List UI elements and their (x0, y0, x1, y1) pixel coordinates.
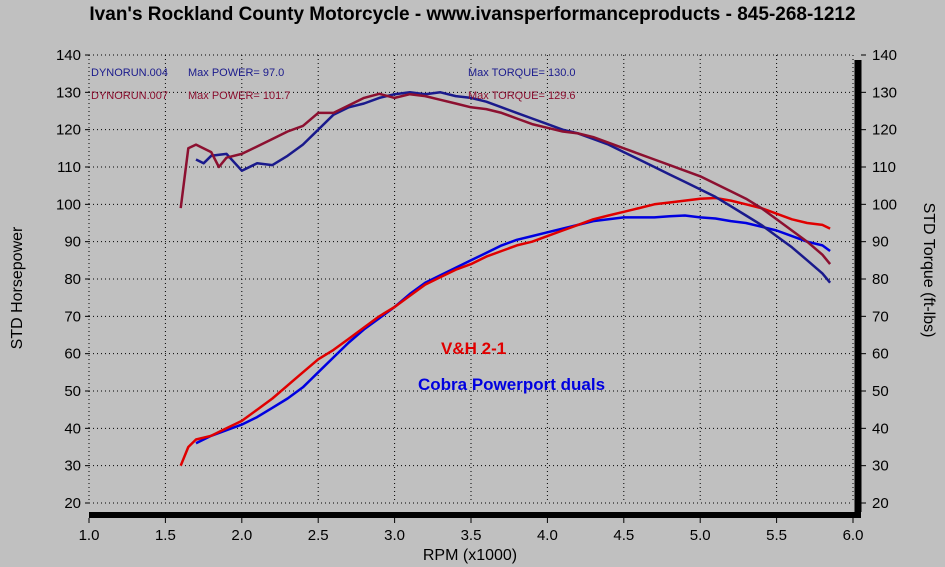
legend-run2-power: Max POWER= 101.7 (188, 90, 290, 102)
annotation-vh: V&H 2-1 (441, 339, 506, 358)
series-line-1 (195, 214, 831, 445)
y-tick-label-right: 30 (872, 458, 889, 475)
x-tick-label: 5.5 (766, 527, 787, 544)
y-tick-label-left: 120 (56, 122, 81, 139)
y-tick-label-right: 80 (872, 271, 889, 288)
y-tick-label-left: 140 (56, 47, 81, 64)
x-tick-label: 1.0 (79, 527, 100, 544)
legend-run2-name: DYNORUN.007 (91, 90, 168, 102)
y-tick-label-left: 20 (64, 495, 81, 512)
y-tick-label-left: 80 (64, 271, 81, 288)
x-tick-label: 3.5 (461, 527, 482, 544)
y-axis-label-left: STD Horsepower (9, 226, 26, 349)
x-tick-label: 3.0 (384, 527, 405, 544)
y-tick-label-left: 60 (64, 346, 81, 363)
legend-run2-torque: Max TORQUE= 129.6 (468, 90, 576, 102)
y-tick-label-left: 90 (64, 234, 81, 251)
x-tick-label: 5.0 (690, 527, 711, 544)
legend-run1-torque: Max TORQUE= 130.0 (468, 67, 576, 79)
series-line-3 (195, 91, 832, 284)
legend-run1-power: Max POWER= 97.0 (188, 67, 284, 79)
x-tick-label: 4.5 (613, 527, 634, 544)
annotation-cobra: Cobra Powerport duals (418, 375, 605, 394)
x-axis-label: RPM (x1000) (423, 547, 517, 564)
grid (88, 54, 854, 504)
legend-run1-name: DYNORUN.004 (91, 67, 168, 79)
y-tick-label-right: 60 (872, 346, 889, 363)
x-tick-label: 6.0 (843, 527, 864, 544)
y-tick-label-right: 40 (872, 420, 889, 437)
y-tick-label-left: 30 (64, 458, 81, 475)
chart-title: Ivan's Rockland County Motorcycle - www.… (89, 4, 856, 25)
y-tick-label-right: 130 (872, 84, 897, 101)
y-tick-label-right: 90 (872, 234, 889, 251)
x-tick-label: 2.5 (308, 527, 329, 544)
y-tick-label-right: 140 (872, 47, 897, 64)
x-tick-label: 1.5 (155, 527, 176, 544)
y-tick-label-left: 110 (57, 159, 81, 176)
y-tick-label-left: 40 (64, 420, 81, 437)
x-tick-label: 2.0 (231, 527, 252, 544)
y-tick-label-left: 50 (64, 383, 81, 400)
series-line-2 (179, 196, 831, 467)
axis-ticks: 20 20 30 30 40 40 50 50 60 60 70 70 80 80 90 90 100 100 11… (56, 47, 897, 544)
y-tick-label-left: 70 (64, 308, 81, 325)
y-tick-label-left: 130 (56, 84, 81, 101)
series-lines (179, 91, 832, 467)
y-tick-label-left: 100 (56, 196, 81, 213)
y-tick-label-right: 120 (872, 122, 897, 139)
y-tick-label-right: 50 (872, 383, 889, 400)
y-tick-label-right: 100 (872, 196, 897, 213)
y-tick-label-right: 110 (872, 159, 896, 176)
y-tick-label-right: 70 (872, 308, 889, 325)
x-tick-label: 4.0 (537, 527, 558, 544)
series-line-4 (179, 92, 832, 265)
y-axis-label-right: STD Torque (ft-lbs) (920, 203, 937, 338)
y-tick-label-right: 20 (872, 495, 889, 512)
